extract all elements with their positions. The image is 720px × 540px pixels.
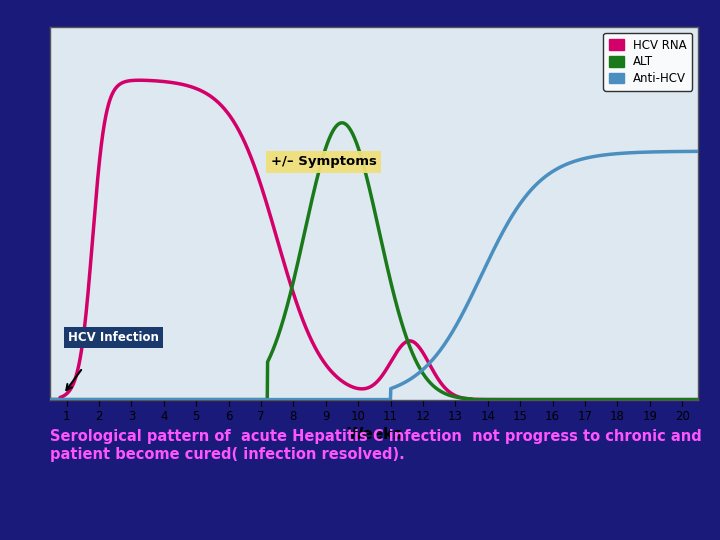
X-axis label: Weeks: Weeks xyxy=(346,427,402,442)
Legend: HCV RNA, ALT, Anti-HCV: HCV RNA, ALT, Anti-HCV xyxy=(603,33,693,91)
Text: Serological pattern of  acute Hepatitis C infection  not progress to chronic and: Serological pattern of acute Hepatitis C… xyxy=(50,429,702,462)
Text: HCV Infection: HCV Infection xyxy=(68,331,159,344)
Text: +/– Symptoms: +/– Symptoms xyxy=(271,156,377,168)
